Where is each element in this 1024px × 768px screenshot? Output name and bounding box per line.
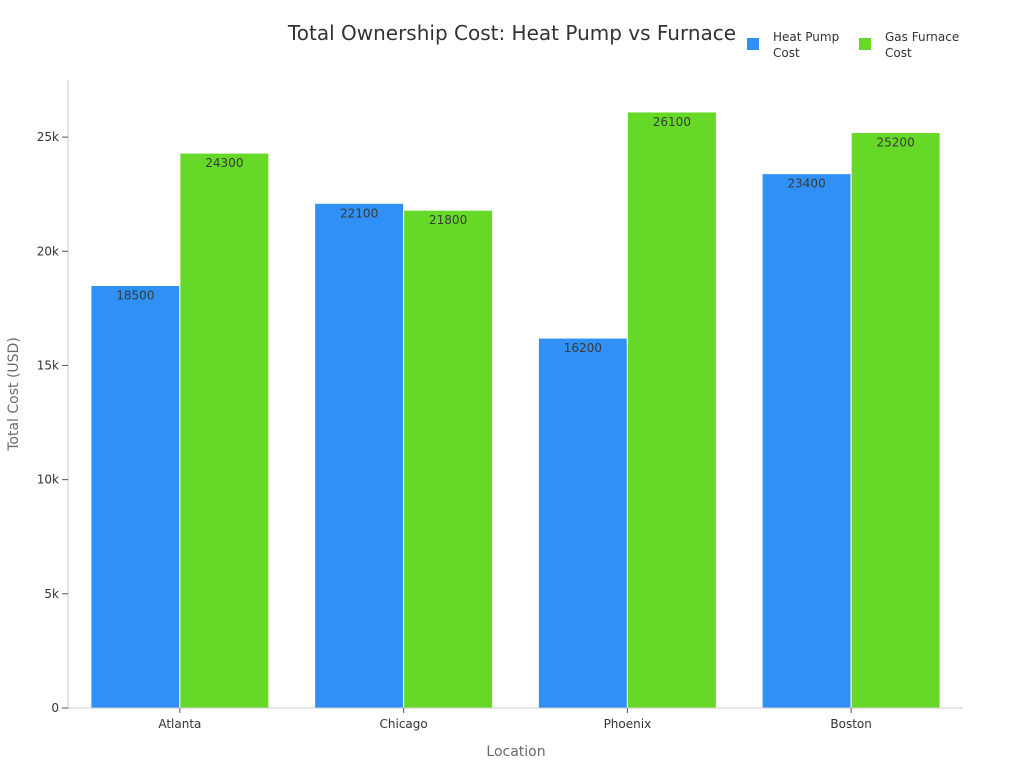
x-tick-label: Chicago xyxy=(380,717,428,731)
bar-heat-pump-atlanta xyxy=(90,285,181,709)
y-tick-label: 20k xyxy=(37,244,59,258)
data-label: 22100 xyxy=(340,206,378,220)
data-label: 25200 xyxy=(877,136,915,150)
x-tick-label: Phoenix xyxy=(604,717,652,731)
x-axis-title: Location xyxy=(486,744,545,760)
data-label: 16200 xyxy=(564,341,602,355)
y-tick-label: 10k xyxy=(37,473,59,487)
data-labels-group: 18500 24300 22100 21800 16200 26100 23400 25200 xyxy=(116,115,914,355)
y-axis-ticks: 0 5k 10k 15k 20k 25k xyxy=(37,130,68,715)
y-axis-title: Total Cost (USD) xyxy=(6,337,22,452)
legend-label: Heat Pump Cost xyxy=(773,30,839,60)
chart-title: Total Ownership Cost: Heat Pump vs Furna… xyxy=(287,21,736,45)
bars-group xyxy=(90,111,941,709)
bar-heat-pump-chicago xyxy=(314,202,405,709)
bar-gas-furnace-phoenix xyxy=(626,111,717,709)
legend-label: Gas Furnace Cost xyxy=(885,30,959,60)
bar-gas-furnace-boston xyxy=(850,132,941,709)
plot-area: 18500 24300 22100 21800 16200 26100 23400 25200… xyxy=(37,80,963,731)
legend-swatch xyxy=(747,38,759,50)
data-label: 26100 xyxy=(653,115,691,129)
y-tick-label: 0 xyxy=(51,701,59,715)
legend-swatch xyxy=(859,38,871,50)
x-tick-label: Atlanta xyxy=(158,717,201,731)
y-tick-label: 25k xyxy=(37,130,59,144)
data-label: 18500 xyxy=(116,289,154,303)
bar-gas-furnace-chicago xyxy=(403,209,494,709)
y-tick-label: 15k xyxy=(37,358,59,372)
data-label: 23400 xyxy=(788,177,826,191)
x-axis-ticks: Atlanta Chicago Phoenix Boston xyxy=(158,708,872,731)
data-label: 24300 xyxy=(205,156,243,170)
bar-heat-pump-phoenix xyxy=(537,337,628,709)
bar-heat-pump-boston xyxy=(761,173,852,709)
y-tick-label: 5k xyxy=(44,587,59,601)
legend: Heat Pump Cost Gas Furnace Cost xyxy=(747,30,959,60)
bar-gas-furnace-atlanta xyxy=(179,152,270,709)
x-tick-label: Boston xyxy=(830,717,871,731)
data-label: 21800 xyxy=(429,213,467,227)
